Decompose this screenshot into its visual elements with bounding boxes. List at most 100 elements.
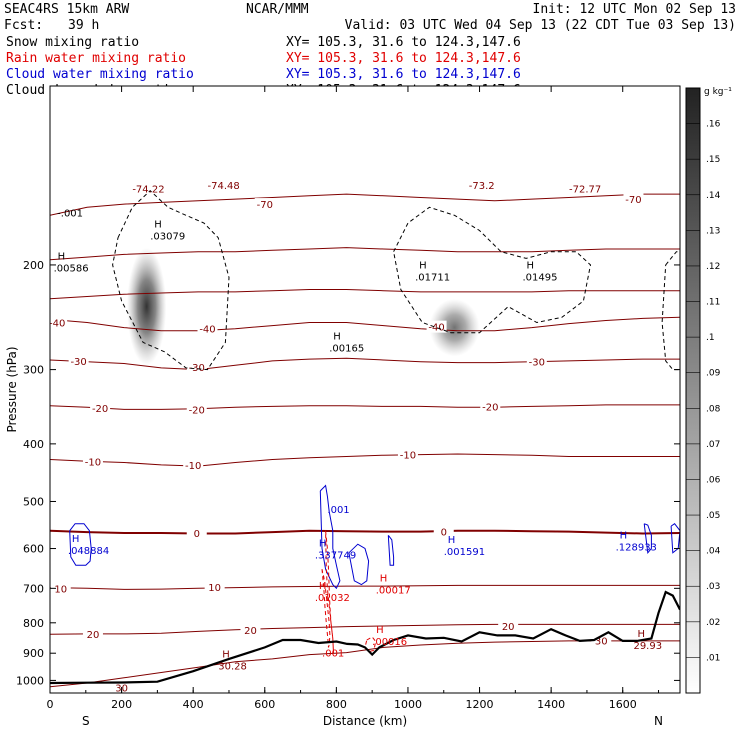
annotation-value: .001591 <box>444 547 485 558</box>
annotation-high-marker: H <box>222 649 230 660</box>
isotherm-10 <box>50 584 680 590</box>
annotation-value: -72.77 <box>569 185 601 196</box>
snow-blob <box>429 298 480 357</box>
isotherm-20 <box>50 623 680 635</box>
y-tick-label: 500 <box>23 495 44 508</box>
annotation-value: -74.22 <box>132 185 164 196</box>
annotation-high-marker: H <box>58 251 66 262</box>
isotherm-label-bg <box>240 624 261 637</box>
isotherm-label: -30 <box>529 358 545 369</box>
plot-area: -70 -70 -40 -40 -40 -30 -30 -30 -20 -20 -20 -10 -10 -… <box>49 86 680 693</box>
isotherm-label: -30 <box>189 363 205 374</box>
x-tick-label: 800 <box>326 698 347 711</box>
isotherm-label-bg <box>50 316 68 329</box>
annotation-value: .001 <box>327 505 349 516</box>
plot-background <box>50 86 680 693</box>
fcst-label: Fcst: <box>4 18 43 33</box>
colorbar-tick-label: .14 <box>706 191 721 201</box>
annotation-value: .337749 <box>315 550 356 561</box>
isotherm-label-bg <box>591 634 612 647</box>
isotherm-label: 0 <box>441 528 447 539</box>
annotation-value: .048884 <box>68 546 109 557</box>
isotherm-label-bg <box>204 580 225 593</box>
north-end-label: N <box>654 714 663 728</box>
x-tick-label: 400 <box>183 698 204 711</box>
isotherm-label: -10 <box>400 451 416 462</box>
y-tick-label: 200 <box>23 259 44 272</box>
isotherm-label: 20 <box>244 626 257 637</box>
colorbar-tick-label: .03 <box>706 582 720 592</box>
isotherm-label-bg <box>68 354 89 367</box>
ice-contour <box>393 206 592 334</box>
terrain-line <box>50 590 680 685</box>
isotherm-label-bg <box>197 322 218 335</box>
x-tick-label: 600 <box>254 698 275 711</box>
annotation-value: .01495 <box>523 272 558 283</box>
isotherm-label-bg <box>183 458 204 471</box>
field-xy: XY= 105.3, 31.6 to 124.3,147.6 <box>286 35 521 50</box>
colorbar-tick-label: .05 <box>706 511 720 521</box>
field-name: Snow mixing ratio <box>6 35 139 50</box>
isotherm-label: -10 <box>85 457 101 468</box>
cloud-water-contour <box>348 543 370 586</box>
cloud-water-contour <box>387 534 395 566</box>
field-xy: XY= 105.3, 31.6 to 124.3,147.6 <box>286 51 521 66</box>
rain-contour <box>321 569 331 648</box>
isotherm--60 <box>50 247 680 261</box>
annotations: H.03079H.00586H.00165H.01711H.01495H.048… <box>54 181 663 672</box>
isotherm-label: -10 <box>185 461 201 472</box>
colorbar-tick-label: .07 <box>706 440 720 450</box>
annotation-high-marker: H <box>376 625 384 636</box>
x-tick-label: 1400 <box>537 698 565 711</box>
cloud-water-contour <box>670 523 680 554</box>
colorbar-tick-label: .09 <box>706 369 721 379</box>
isotherm--30 <box>50 357 680 371</box>
isotherm--20 <box>50 404 680 410</box>
x-axis-label: Distance (km) <box>323 714 407 728</box>
isotherm-label-bg <box>498 620 519 633</box>
snow-blob <box>126 247 167 366</box>
y-tick-label: 700 <box>23 582 44 595</box>
field-name: Rain water mixing ratio <box>6 51 186 66</box>
annotation-high-marker: H <box>419 260 427 271</box>
x-tick-label: 1200 <box>466 698 494 711</box>
isotherm-0 <box>50 529 680 535</box>
y-tick-label: 1000 <box>16 674 44 687</box>
annotation-high-marker: H <box>637 629 645 640</box>
isotherm-label: -20 <box>189 405 205 416</box>
isotherm--50 <box>50 289 680 300</box>
x-tick-label: 0 <box>47 698 54 711</box>
x-tick-label: 200 <box>111 698 132 711</box>
annotation-value: .00165 <box>329 343 364 354</box>
isotherm-label-bg <box>50 582 71 595</box>
annotation-high-marker: H <box>620 531 628 542</box>
x-tick-label: 1600 <box>609 698 637 711</box>
isotherm-label: -70 <box>257 200 273 211</box>
colorbar-tick-label: .04 <box>706 547 721 557</box>
y-tick-label: 600 <box>23 543 44 556</box>
annotation-value: .001 <box>322 648 344 659</box>
isotherm-label-bg <box>82 627 103 640</box>
cloud-water-contour <box>69 523 92 566</box>
field-name: Cloud water mixing ratio <box>6 67 194 82</box>
fcst-value: 39 h <box>68 18 99 33</box>
y-axis-label: Pressure (hPa) <box>5 346 19 432</box>
isotherm--40 <box>50 316 680 332</box>
isotherm-label: 10 <box>208 583 221 594</box>
colorbar-tick-label: .01 <box>706 653 720 663</box>
axes: 0 200 400 600 800 1000 1200 1400 160020030040050… <box>5 86 680 728</box>
annotation-value: 29.93 <box>633 641 662 652</box>
x-tick-label: 1000 <box>394 698 422 711</box>
isotherm-label: -40 <box>49 319 65 330</box>
annotation-value: .03079 <box>150 231 185 242</box>
isotherm-30 <box>50 640 680 688</box>
isotherm--70 <box>50 193 680 216</box>
isotherm-label: -70 <box>625 195 641 206</box>
cloud-water-contour <box>643 523 652 555</box>
colorbar-tick-label: .15 <box>706 155 720 165</box>
snow-shading <box>126 247 480 366</box>
isotherm-label: 30 <box>595 636 608 647</box>
isotherm-label-bg <box>480 400 501 413</box>
y-tick-label: 300 <box>23 364 44 377</box>
isotherm-label-bg <box>82 455 103 468</box>
